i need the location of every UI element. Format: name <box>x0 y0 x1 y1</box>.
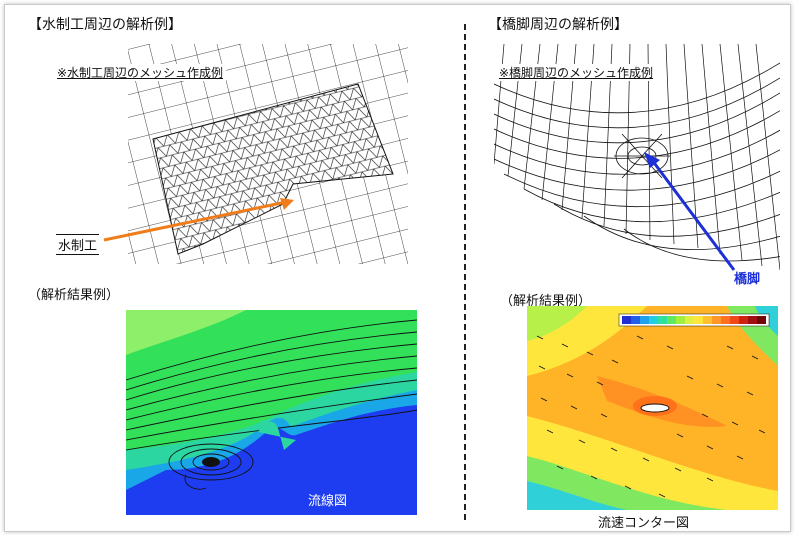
pier-label: 橋脚 <box>734 272 761 287</box>
pier-pointer-arrow <box>644 152 736 271</box>
groyne-mesh-caption: ※水制工周辺のメッシュ作成例 <box>54 64 227 81</box>
streamline-plot <box>126 310 417 515</box>
streamline-caption: 流線図 <box>308 494 348 509</box>
pier-mesh-figure <box>494 44 780 274</box>
right-result-heading: （解析結果例） <box>500 294 592 309</box>
pier-mesh-caption: ※橋脚周辺のメッシュ作成例 <box>496 64 657 81</box>
contour-caption: 流速コンター図 <box>598 516 690 531</box>
right-section-title: 【橋脚周辺の解析例】 <box>488 17 628 33</box>
groyne-pointer-arrow <box>103 198 294 242</box>
left-section-title: 【水制工周辺の解析例】 <box>28 17 182 33</box>
groyne-label: 水制工 <box>56 234 100 255</box>
section-divider <box>464 24 466 520</box>
left-result-heading: （解析結果例） <box>28 288 120 303</box>
velocity-contour-plot <box>527 306 778 510</box>
